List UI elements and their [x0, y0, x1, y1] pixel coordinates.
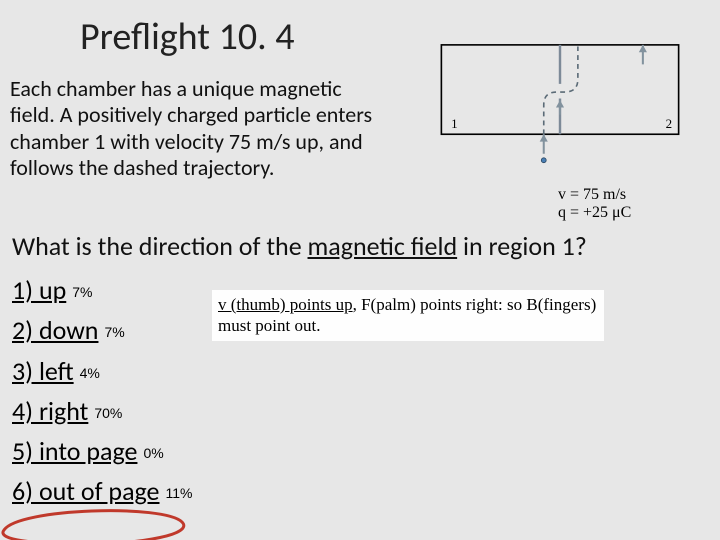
answer-option-5: 5) into page0%	[12, 431, 192, 471]
answer-option-1: 1) up7%	[12, 270, 192, 310]
answer-option-4: 4) right70%	[12, 391, 192, 431]
charge-text: q = +25 μC	[558, 204, 631, 221]
answer-option-2: 2) down7%	[12, 310, 192, 350]
problem-prompt: Each chamber has a unique magnetic field…	[10, 76, 390, 182]
particle-values: v = 75 m/s q = +25 μC	[558, 186, 631, 221]
slide-title: Preflight 10. 4	[80, 14, 295, 60]
answer-option-3: 3) left4%	[12, 351, 192, 391]
velocity-text: v = 75 m/s	[558, 186, 626, 203]
chamber-diagram: 1 2	[410, 40, 710, 170]
chamber-2-label: 2	[666, 116, 673, 131]
answer-options: 1) up7%2) down7%3) left4%4) right70%5) i…	[12, 270, 192, 512]
explanation-box: v (thumb) points up, F(palm) points righ…	[212, 290, 604, 341]
chamber-1-label: 1	[451, 116, 458, 131]
question-text: What is the direction of the magnetic fi…	[12, 230, 587, 262]
answer-option-6: 6) out of page11%	[12, 471, 192, 511]
